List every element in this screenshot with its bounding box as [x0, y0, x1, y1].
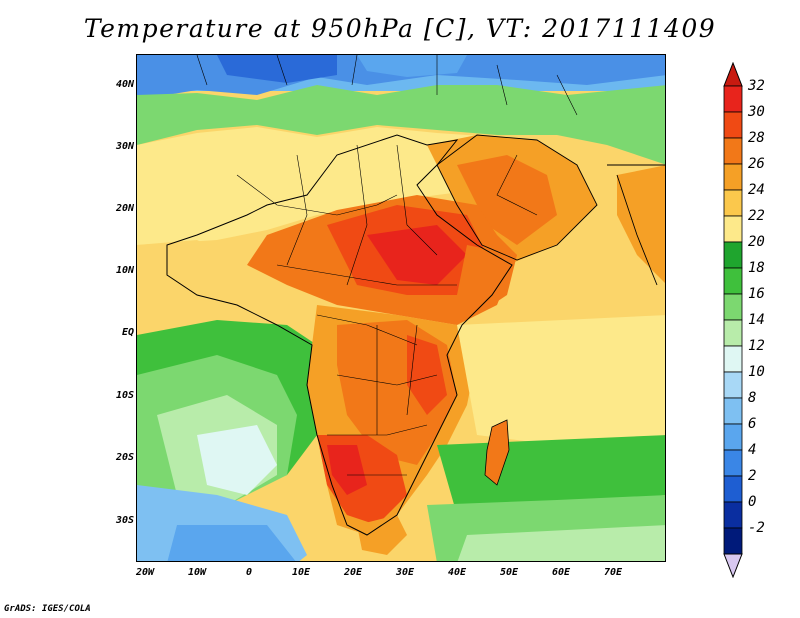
temperature-map	[136, 54, 666, 562]
x-tick-label: 60E	[551, 567, 571, 578]
colorbar-label: 18	[748, 260, 765, 276]
map-canvas	[137, 55, 665, 561]
colorbar-swatch	[723, 267, 743, 295]
colorbar-label: 20	[748, 234, 765, 250]
x-tick-label: 20W	[135, 567, 155, 578]
x-tick-label: 20E	[343, 567, 363, 578]
grads-credit: GrADS: IGES/COLA	[4, 604, 91, 614]
colorbar	[723, 62, 743, 578]
y-tick-label: 20S	[115, 452, 134, 463]
colorbar-label: 30	[748, 104, 765, 120]
colorbar-swatch	[723, 137, 743, 165]
y-tick-label: 20N	[115, 203, 134, 214]
colorbar-label: 28	[748, 130, 765, 146]
chart-title: Temperature at 950hPa [C], VT: 201711140…	[83, 14, 717, 43]
colorbar-label: -2	[748, 520, 765, 536]
colorbar-top-triangle	[723, 62, 743, 87]
x-tick-label: 10E	[291, 567, 311, 578]
colorbar-swatch	[723, 527, 743, 555]
colorbar-label: 2	[748, 468, 757, 484]
colorbar-label: 26	[748, 156, 765, 172]
colorbar-label: 32	[748, 78, 765, 94]
colorbar-swatch	[723, 423, 743, 451]
colorbar-label: 24	[748, 182, 765, 198]
x-tick-label: 70E	[603, 567, 623, 578]
colorbar-label: 0	[748, 494, 757, 510]
colorbar-swatch	[723, 371, 743, 399]
colorbar-swatch	[723, 85, 743, 113]
y-tick-label: 30N	[115, 141, 134, 152]
colorbar-swatch	[723, 163, 743, 191]
colorbar-swatch	[723, 111, 743, 139]
x-tick-label: 0	[245, 567, 253, 578]
colorbar-swatch	[723, 215, 743, 243]
x-tick-label: 40E	[447, 567, 467, 578]
colorbar-swatch	[723, 241, 743, 269]
colorbar-label: 8	[748, 390, 757, 406]
x-tick-label: 10W	[187, 567, 207, 578]
colorbar-label: 6	[748, 416, 757, 432]
y-tick-label: 40N	[115, 79, 134, 90]
colorbar-label: 12	[748, 338, 765, 354]
colorbar-label: 22	[748, 208, 765, 224]
colorbar-label: 10	[748, 364, 765, 380]
colorbar-label: 14	[748, 312, 765, 328]
colorbar-label: 16	[748, 286, 765, 302]
x-tick-label: 30E	[395, 567, 415, 578]
colorbar-label: 4	[748, 442, 757, 458]
colorbar-swatch	[723, 397, 743, 425]
colorbar-swatch	[723, 449, 743, 477]
colorbar-swatch	[723, 345, 743, 373]
y-tick-label: 10N	[115, 265, 134, 276]
colorbar-swatch	[723, 475, 743, 503]
y-tick-label: EQ	[121, 327, 134, 338]
y-tick-label: 10S	[115, 390, 134, 401]
colorbar-swatch	[723, 501, 743, 529]
y-tick-label: 30S	[115, 515, 134, 526]
colorbar-swatch	[723, 319, 743, 347]
colorbar-swatch	[723, 189, 743, 217]
colorbar-swatch	[723, 293, 743, 321]
colorbar-bottom-triangle	[723, 553, 743, 578]
x-tick-label: 50E	[499, 567, 519, 578]
